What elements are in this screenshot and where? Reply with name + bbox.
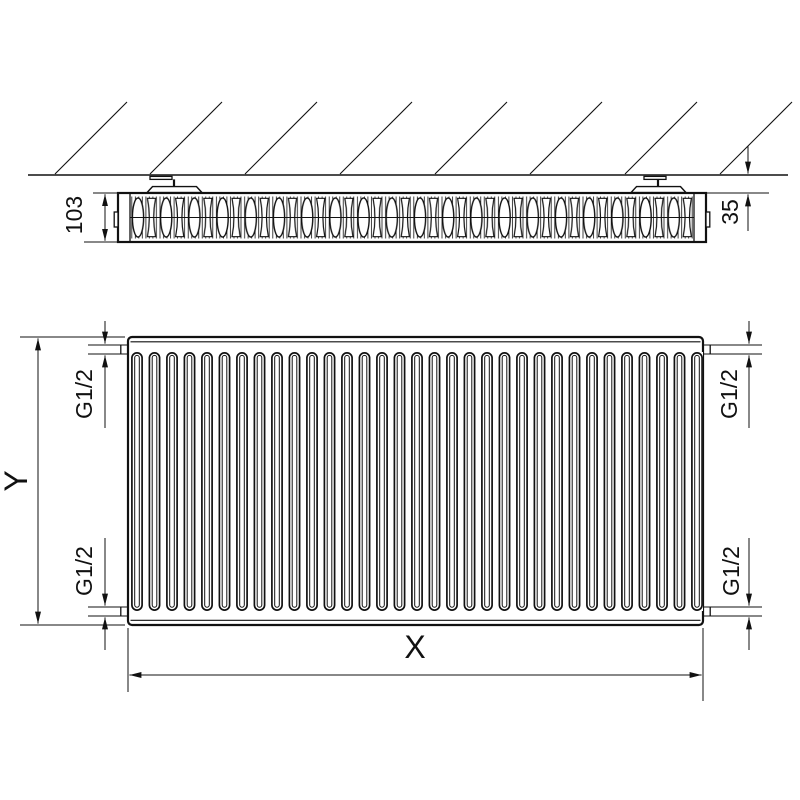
dimension-width: [127, 628, 704, 701]
dimension-wall-clearance-label: 35: [717, 199, 743, 225]
connection-stubs: [88, 344, 762, 617]
radiator-top-view-fins: [130, 196, 694, 239]
wall-hatching: [54, 101, 793, 175]
dimension-height: [20, 336, 125, 626]
radiator-top-view: [113, 191, 711, 244]
dimension-height-label: Y: [0, 470, 34, 491]
dimension-width-label: X: [404, 629, 425, 665]
mounting-bracket-left: [145, 175, 204, 194]
connection-label-top-left: G1/2: [71, 369, 97, 419]
dimension-wall-clearance: [707, 146, 769, 231]
connection-label-bottom-left: G1/2: [71, 546, 97, 596]
side-tab-right: [705, 211, 711, 228]
mounting-bracket-right: [629, 175, 688, 194]
side-tab-left: [113, 211, 119, 228]
dimension-depth: [84, 192, 117, 243]
dimension-depth-label: 103: [61, 196, 87, 234]
connection-label-top-right: G1/2: [716, 369, 742, 419]
connection-label-bottom-right: G1/2: [718, 546, 744, 596]
radiator-front-view-ribs: [131, 352, 703, 611]
radiator-front-view: [126, 335, 705, 627]
